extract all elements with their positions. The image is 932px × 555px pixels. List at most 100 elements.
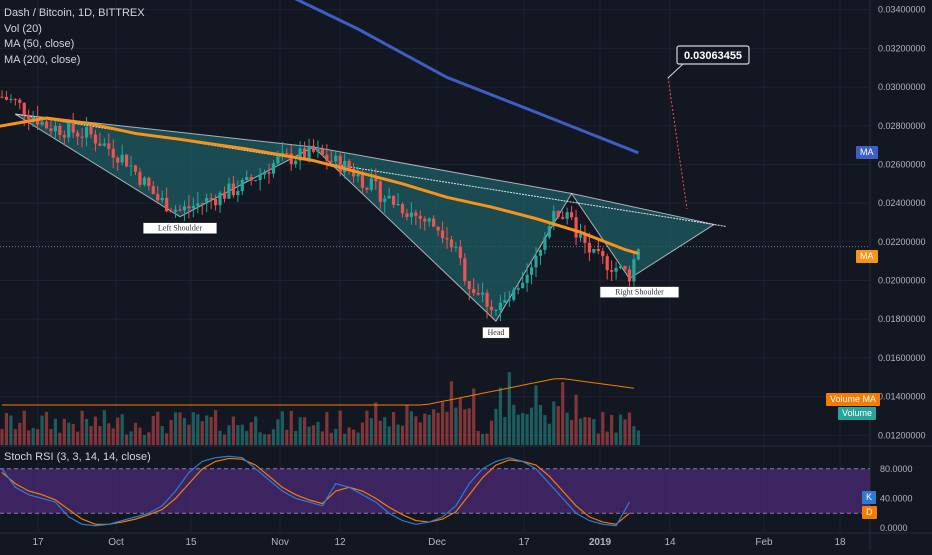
candle-body: [360, 174, 365, 188]
candle-body: [525, 274, 529, 283]
candle-body: [583, 233, 587, 243]
candle-body: [423, 218, 427, 222]
volume-bar: [22, 410, 26, 445]
volume-bar: [440, 402, 445, 445]
candle-body: [173, 209, 178, 212]
candle-body: [116, 157, 120, 163]
candle-body: [187, 206, 191, 209]
price-tick-label: 0.02800000: [878, 121, 926, 131]
volume-bar: [454, 407, 458, 445]
volume-bar: [445, 411, 449, 445]
left-shoulder-label-box: [142, 222, 218, 234]
volume-bar: [507, 372, 511, 445]
volume-bar: [392, 411, 396, 445]
candle-body: [303, 148, 307, 159]
time-tick-label: 17: [32, 537, 44, 548]
volume-bar: [436, 412, 440, 445]
candle-body: [610, 270, 614, 272]
target-label-box: [676, 45, 750, 65]
price-tick-label: 0.03200000: [878, 43, 926, 53]
stoch-rsi-title[interactable]: Stoch RSI (3, 3, 14, 14, close): [4, 451, 151, 463]
volume-bar: [623, 419, 627, 445]
candle-body: [605, 256, 609, 271]
candle-body: [632, 259, 636, 282]
volume-bar: [27, 430, 31, 445]
volume-bar: [196, 414, 200, 445]
volume-bar: [605, 431, 609, 445]
volume-bar: [67, 422, 71, 445]
volume-bar: [383, 417, 387, 445]
candle-body: [276, 156, 280, 164]
volume-bar: [298, 417, 302, 445]
candle-body: [592, 248, 596, 253]
volume-bar: [58, 432, 62, 445]
rsi-tick-label: 80.0000: [880, 464, 913, 474]
volume-bar: [262, 434, 267, 445]
candle-body: [396, 204, 400, 206]
candle-body: [427, 218, 431, 222]
candle-body: [458, 246, 462, 259]
volume-bar: [89, 426, 93, 445]
candle-body: [169, 211, 173, 213]
candle-body: [142, 177, 146, 185]
candle-body: [0, 96, 4, 98]
candle-body: [534, 255, 538, 268]
volume-bar: [307, 426, 311, 445]
candle-body: [98, 143, 102, 146]
candle-body: [329, 160, 333, 162]
volume-bar: [414, 416, 418, 445]
candle-body: [80, 136, 84, 138]
volume-bar: [205, 415, 209, 445]
volume-bar: [476, 431, 480, 445]
candle-body: [240, 179, 244, 192]
candle-body: [476, 293, 480, 295]
volume-bar: [343, 433, 347, 445]
time-tick-label: 2019: [589, 537, 612, 548]
indicator-ma50[interactable]: MA (50, close): [4, 38, 75, 50]
candle-body: [334, 155, 338, 162]
candle-body: [369, 178, 373, 190]
volume-bar: [432, 409, 436, 445]
candle-body: [596, 248, 600, 251]
candle-body: [587, 242, 591, 253]
candle-body: [245, 176, 249, 180]
candle-body: [405, 213, 409, 217]
candle-body: [472, 288, 476, 294]
volume-bar: [423, 413, 427, 445]
volume-bar: [556, 406, 560, 445]
volume-bar: [374, 402, 378, 445]
indicator-ma200[interactable]: MA (200, close): [4, 53, 81, 66]
candle-body: [498, 302, 502, 311]
volume-bar: [405, 405, 409, 445]
candle-body: [561, 217, 565, 219]
volume-bar: [4, 413, 9, 445]
head-label-box: [482, 326, 510, 339]
candle-body: [489, 306, 494, 311]
target-projection: [667, 77, 688, 210]
volume-bar: [494, 408, 498, 445]
volume-bar: [427, 414, 431, 445]
candle-body: [578, 233, 583, 238]
candle-body: [227, 183, 231, 199]
candle-body: [570, 212, 574, 218]
volume-bar: [218, 430, 222, 445]
volume-bar: [538, 405, 543, 445]
symbol-title[interactable]: Dash / Bitcoin, 1D, BITTREX: [4, 7, 145, 19]
indicator-vol[interactable]: Vol (20): [4, 22, 42, 35]
candle-body: [218, 192, 222, 206]
candle-body: [338, 155, 342, 173]
volume-bars: [0, 372, 640, 445]
candle-body: [614, 267, 618, 272]
ma200-line: [294, 0, 639, 155]
volume-bar: [303, 417, 307, 445]
volume-bar: [231, 416, 235, 445]
price-tick-label: 0.01600000: [878, 353, 926, 363]
volume-bar: [618, 414, 623, 445]
candle-body: [200, 203, 204, 205]
time-tick-label: 17: [518, 537, 530, 548]
candle-body: [529, 267, 534, 275]
volume-bar: [334, 428, 338, 445]
